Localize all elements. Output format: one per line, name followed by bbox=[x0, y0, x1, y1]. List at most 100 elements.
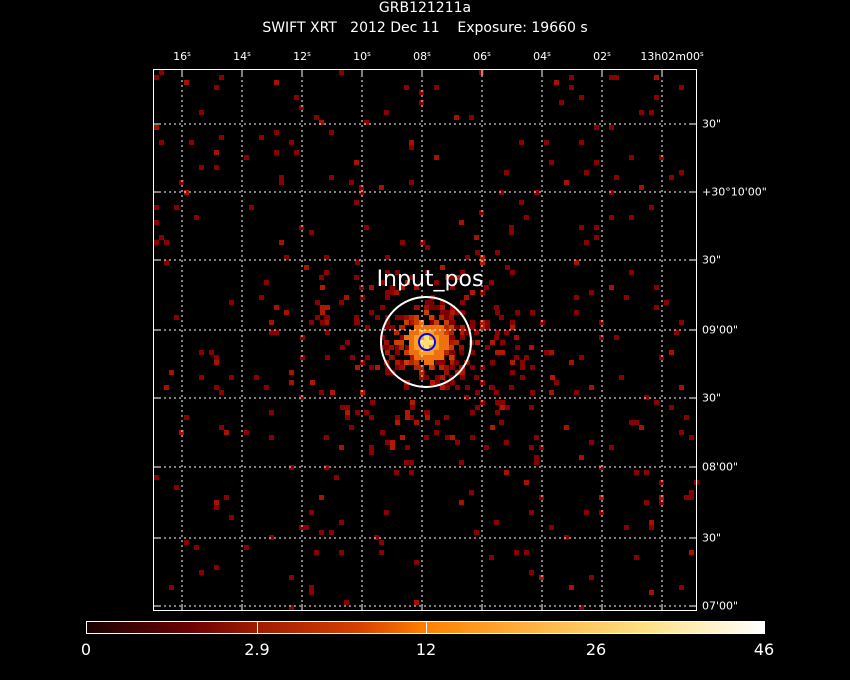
photon-pixel bbox=[459, 220, 464, 225]
photon-pixel bbox=[414, 340, 419, 345]
photon-pixel bbox=[400, 335, 405, 340]
photon-pixel bbox=[529, 445, 534, 450]
photon-pixel bbox=[475, 390, 480, 395]
photon-pixel bbox=[495, 310, 500, 315]
photon-pixel bbox=[439, 325, 444, 330]
photon-pixel bbox=[460, 330, 465, 335]
photon-pixel bbox=[659, 355, 664, 360]
photon-pixel bbox=[299, 105, 304, 110]
dec-tick-label: 30" bbox=[702, 117, 722, 131]
photon-pixel bbox=[219, 425, 224, 430]
photon-pixel bbox=[409, 140, 414, 145]
photon-pixel bbox=[679, 320, 684, 325]
photon-pixel bbox=[500, 350, 505, 355]
photon-pixel bbox=[654, 305, 659, 310]
photon-pixel bbox=[449, 355, 454, 360]
photon-pixel bbox=[499, 190, 504, 195]
photon-pixel bbox=[154, 75, 159, 80]
photon-pixel bbox=[289, 370, 294, 375]
photon-pixel bbox=[485, 325, 490, 330]
photon-pixel bbox=[429, 365, 434, 370]
photon-pixel bbox=[470, 320, 475, 325]
photon-pixel bbox=[345, 340, 350, 345]
photon-pixel bbox=[444, 345, 449, 350]
photon-pixel bbox=[369, 445, 374, 450]
photon-pixel bbox=[639, 425, 644, 430]
photon-pixel bbox=[400, 315, 405, 320]
photon-pixel bbox=[409, 360, 414, 365]
photon-pixel bbox=[459, 345, 464, 350]
photon-pixel bbox=[154, 240, 159, 245]
photon-pixel bbox=[385, 440, 390, 445]
photon-pixel bbox=[514, 355, 519, 360]
photon-pixel bbox=[654, 285, 659, 290]
photon-pixel bbox=[414, 360, 419, 365]
image-title: GRB121211a bbox=[378, 0, 472, 16]
photon-pixel bbox=[350, 355, 355, 360]
photon-pixel bbox=[229, 515, 234, 520]
photon-pixel bbox=[559, 100, 564, 105]
photon-pixel bbox=[384, 345, 389, 350]
photon-pixel bbox=[279, 240, 284, 245]
photon-pixel bbox=[624, 295, 629, 300]
photon-pixel bbox=[174, 315, 179, 320]
photon-pixel bbox=[539, 495, 544, 500]
photon-pixel bbox=[395, 270, 400, 275]
photon-pixel bbox=[475, 340, 480, 345]
photon-pixel bbox=[214, 150, 219, 155]
photon-pixel bbox=[395, 315, 400, 320]
photon-pixel bbox=[589, 385, 594, 390]
photon-pixel bbox=[425, 415, 430, 420]
photon-pixel bbox=[434, 340, 439, 345]
photon-pixel bbox=[569, 85, 574, 90]
photon-pixel bbox=[319, 390, 324, 395]
photon-pixel bbox=[370, 400, 375, 405]
photon-pixel bbox=[320, 305, 325, 310]
photon-pixel bbox=[514, 550, 519, 555]
photon-pixel bbox=[299, 225, 304, 230]
photon-pixel bbox=[395, 345, 400, 350]
photon-pixel bbox=[399, 365, 404, 370]
photon-pixel bbox=[419, 370, 424, 375]
photon-pixel bbox=[450, 335, 455, 340]
photon-pixel bbox=[579, 140, 584, 145]
photon-pixel bbox=[300, 335, 305, 340]
photon-pixel bbox=[679, 385, 684, 390]
photon-pixel bbox=[414, 365, 419, 370]
photon-pixel bbox=[629, 270, 634, 275]
photon-pixel bbox=[324, 270, 329, 275]
photon-pixel bbox=[530, 365, 535, 370]
photon-pixel bbox=[494, 335, 499, 340]
photon-pixel bbox=[450, 380, 455, 385]
photon-pixel bbox=[385, 365, 390, 370]
photon-pixel bbox=[354, 275, 359, 280]
photon-pixel bbox=[404, 350, 409, 355]
photon-pixel bbox=[414, 330, 419, 335]
photon-pixel bbox=[470, 325, 475, 330]
photon-pixel bbox=[574, 295, 579, 300]
photon-pixel bbox=[349, 425, 354, 430]
photon-pixel bbox=[579, 455, 584, 460]
photon-pixel bbox=[309, 590, 314, 595]
photon-pixel bbox=[315, 300, 320, 305]
photon-pixel bbox=[504, 440, 509, 445]
photon-pixel bbox=[409, 180, 414, 185]
photon-pixel bbox=[434, 350, 439, 355]
photon-pixel bbox=[439, 365, 444, 370]
photon-pixel bbox=[419, 365, 424, 370]
photon-pixel bbox=[589, 575, 594, 580]
photon-pixel bbox=[289, 605, 294, 610]
photon-pixel bbox=[480, 380, 485, 385]
photon-pixel bbox=[339, 550, 344, 555]
photon-pixel bbox=[540, 320, 545, 325]
photon-pixel bbox=[424, 360, 429, 365]
photon-pixel bbox=[669, 350, 674, 355]
photon-pixel bbox=[549, 160, 554, 165]
photon-pixel bbox=[480, 290, 485, 295]
photon-pixel bbox=[355, 260, 360, 265]
photon-pixel bbox=[224, 430, 229, 435]
photon-pixel bbox=[459, 500, 464, 505]
photon-pixel bbox=[539, 445, 544, 450]
photon-pixel bbox=[390, 440, 395, 445]
photon-pixel bbox=[274, 305, 279, 310]
